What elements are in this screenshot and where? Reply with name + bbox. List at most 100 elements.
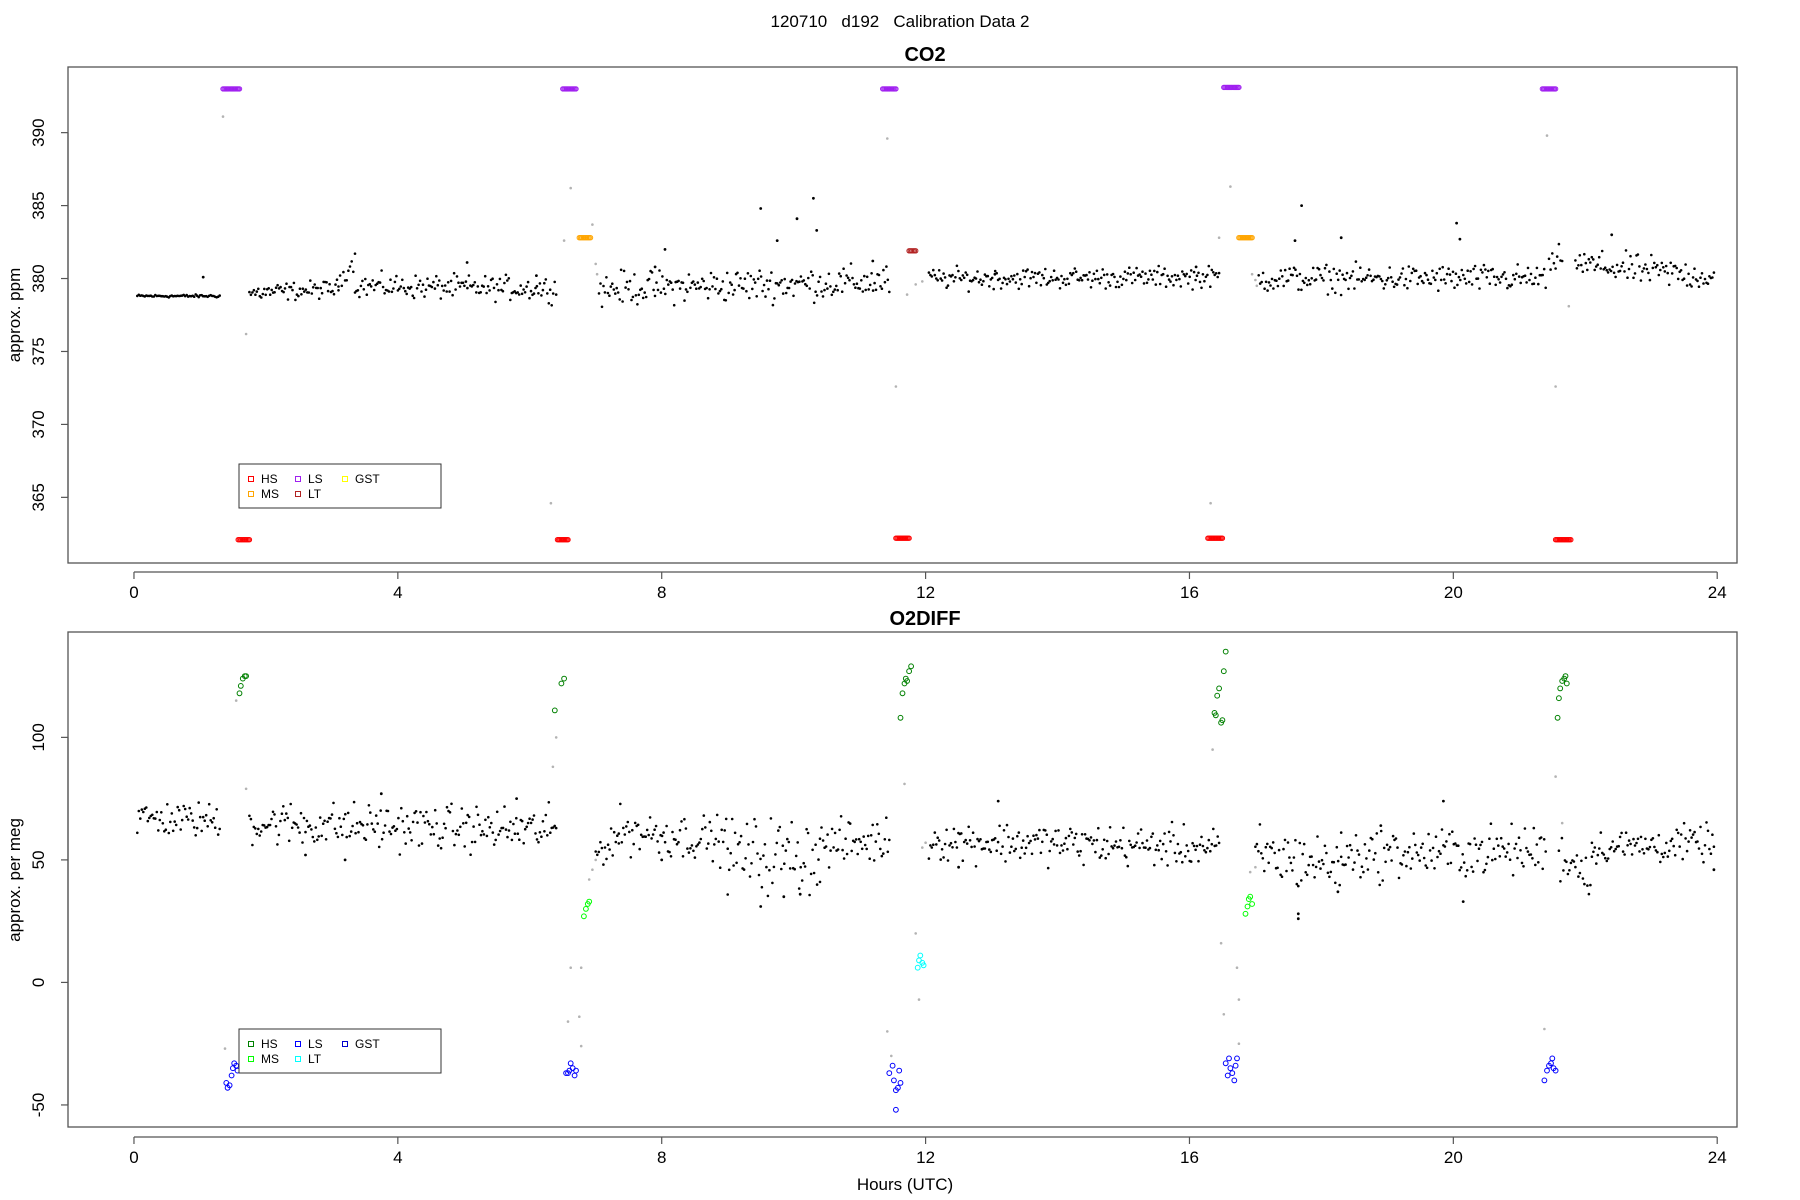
ambient-point: [444, 826, 447, 830]
ambient-point: [317, 297, 321, 301]
ambient-point: [1693, 267, 1696, 271]
ambient-point: [1367, 268, 1371, 271]
ambient-point: [701, 827, 704, 831]
ambient-point: [1074, 270, 1078, 274]
ambient-point: [1298, 841, 1302, 845]
ambient-point: [1353, 287, 1356, 290]
ambient-point: [145, 806, 148, 809]
ambient-point: [532, 814, 536, 817]
ambient-point: [1366, 868, 1370, 871]
ambient-point: [937, 269, 941, 272]
ambient-point: [979, 838, 982, 841]
ambient-point: [830, 827, 834, 831]
calibration-point-ls: [573, 1067, 579, 1074]
ambient-point: [1334, 291, 1337, 295]
calibration-point-hs: [1222, 648, 1229, 655]
ambient-point: [723, 829, 726, 832]
ambient-point: [1684, 837, 1687, 840]
ambient-point: [540, 835, 543, 838]
ambient-point: [1448, 832, 1451, 836]
ambient-point: [1590, 255, 1594, 259]
ambient-point: [1494, 283, 1497, 287]
ambient-point: [1599, 831, 1603, 834]
ambient-point: [871, 289, 875, 292]
ambient-point: [486, 285, 490, 288]
ambient-point: [255, 832, 259, 836]
ambient-point: [1633, 272, 1637, 275]
ambient-point: [699, 285, 702, 289]
ambient-point: [291, 288, 294, 292]
ambient-point: [1144, 272, 1147, 275]
ambient-point: [532, 292, 536, 295]
ambient-point: [949, 841, 953, 845]
ambient-point: [1014, 847, 1018, 851]
ambient-point: [1606, 271, 1610, 274]
ambient-point: [1549, 268, 1552, 271]
ambient-point: [251, 843, 254, 847]
ambient-point: [547, 302, 551, 305]
ambient-point: [807, 276, 810, 280]
ambient-point: [1438, 267, 1441, 271]
transition-point: [924, 841, 927, 844]
ambient-point: [1700, 852, 1704, 856]
ambient-point: [446, 281, 450, 284]
transition-point: [1250, 272, 1254, 276]
legend-label-hs: HS: [261, 1037, 278, 1051]
ambient-point: [1682, 277, 1686, 281]
ambient-point: [620, 841, 624, 844]
ambient-point: [1184, 274, 1187, 278]
calibration-point-hs: [246, 537, 253, 543]
ambient-point: [1304, 276, 1308, 280]
ambient-point: [531, 818, 534, 821]
ambient-point: [769, 817, 773, 820]
ambient-point: [1502, 847, 1506, 850]
ambient-point: [863, 274, 866, 278]
ambient-point: [332, 292, 336, 296]
ambient-point: [765, 279, 769, 282]
ambient-point: [467, 815, 471, 819]
ambient-point: [812, 871, 816, 875]
ambient-point: [1076, 850, 1079, 853]
ambient-point: [1111, 846, 1115, 850]
ambient-point: [200, 829, 203, 833]
ambient-point: [1663, 851, 1667, 855]
ambient-point: [1368, 849, 1371, 852]
calibration-point-ls: [1231, 1077, 1238, 1084]
ambient-point: [1630, 853, 1634, 856]
ambient-point: [320, 291, 324, 295]
ambient-point: [1139, 828, 1143, 831]
y-tick-label: 380: [29, 264, 48, 292]
ambient-point: [1422, 856, 1426, 860]
ambient-point: [1378, 275, 1381, 278]
ambient-point: [708, 288, 711, 291]
ambient-point: [276, 283, 279, 287]
transition-point: [1229, 185, 1232, 188]
ambient-point: [1505, 851, 1509, 854]
ambient-point: [1663, 270, 1667, 273]
legend-label-hs: HS: [261, 472, 278, 486]
ambient-point: [1260, 852, 1263, 855]
calibration-point-ls: [1226, 1055, 1232, 1062]
ambient-point: [1297, 288, 1300, 291]
ambient-point: [298, 287, 302, 291]
transition-point: [886, 137, 889, 140]
transition-point: [554, 736, 558, 739]
ambient-point: [1336, 278, 1340, 282]
ambient-point: [358, 820, 362, 824]
ambient-point: [977, 839, 981, 843]
ambient-point: [1513, 847, 1516, 850]
ambient-point: [815, 294, 819, 297]
ambient-point: [1381, 279, 1384, 283]
ambient-point: [1405, 864, 1408, 868]
ambient-point: [409, 285, 413, 289]
ambient-point: [1319, 273, 1322, 277]
o2diff-ambient-points: [136, 792, 1716, 921]
ambient-point: [1605, 859, 1609, 863]
ambient-point: [1032, 834, 1035, 837]
ambient-point: [1593, 846, 1597, 849]
ambient-point: [1363, 278, 1366, 282]
ambient-point: [983, 847, 987, 850]
ambient-point: [1054, 829, 1057, 833]
ambient-point: [594, 850, 597, 853]
